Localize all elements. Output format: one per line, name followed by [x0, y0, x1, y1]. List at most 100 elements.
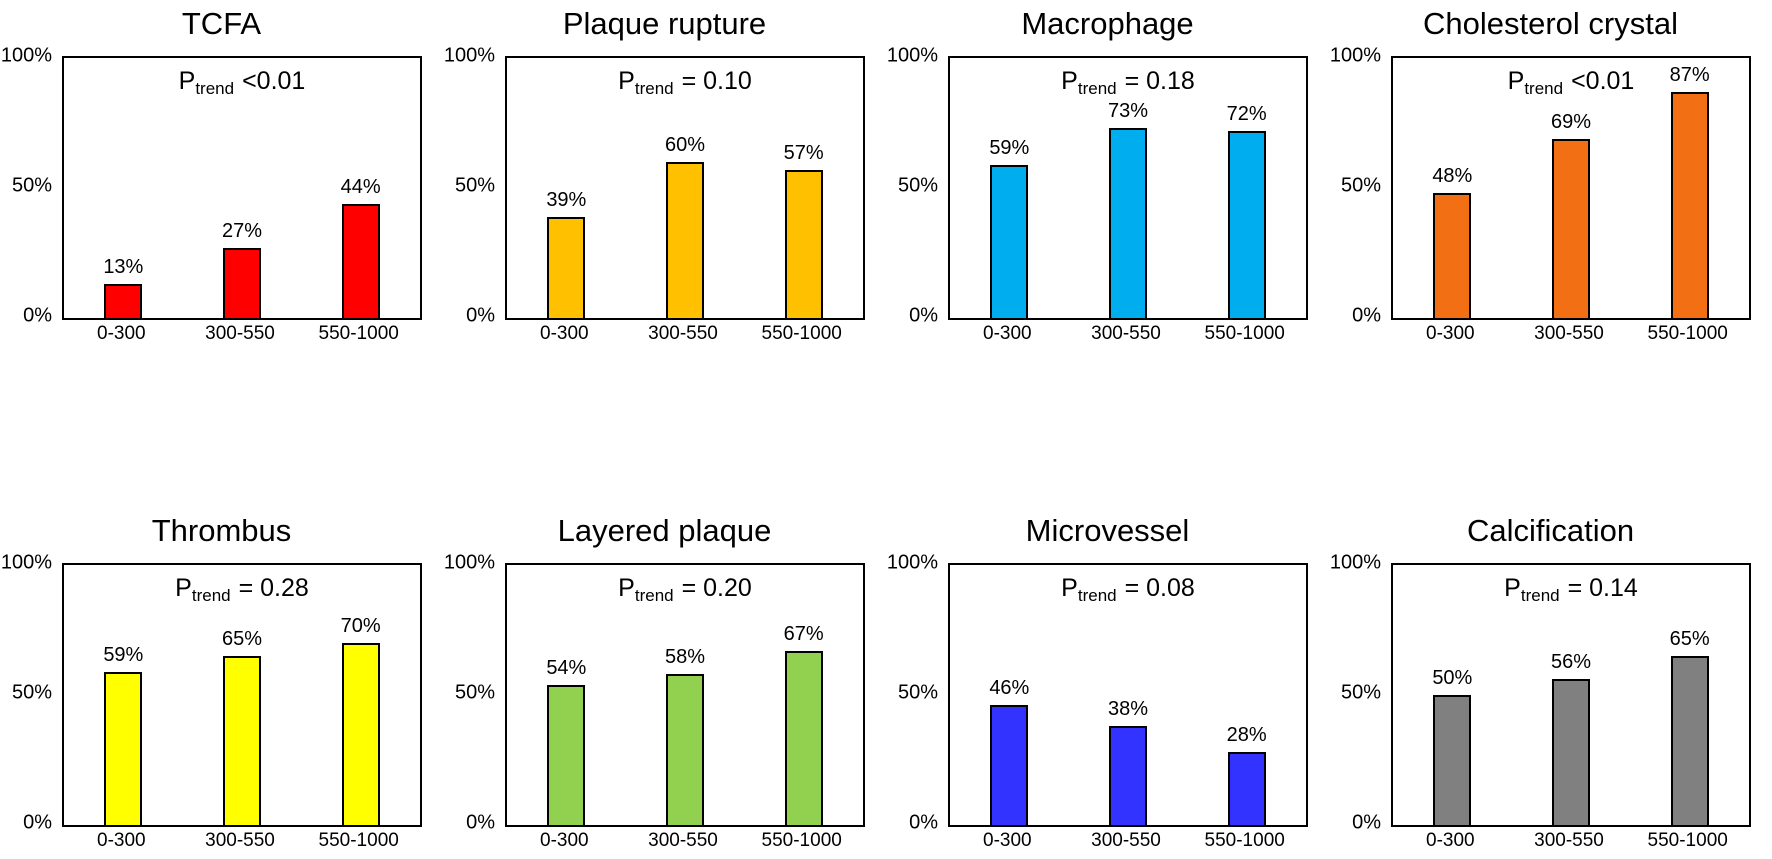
bar-slot: 73%: [1069, 58, 1188, 318]
p-subscript: trend: [1077, 586, 1117, 605]
y-axis-tick-100: 100%: [443, 551, 495, 574]
bar-value-label: 56%: [1550, 651, 1592, 674]
chart-title: Plaque rupture: [562, 6, 767, 41]
bar: [547, 684, 586, 825]
bar-slot: 56%: [1512, 565, 1631, 825]
x-axis-label: 300-550: [648, 830, 718, 851]
bar: [1552, 138, 1590, 318]
x-axis-label: 550-1000: [761, 323, 842, 344]
bar-slot: 13%: [64, 58, 183, 318]
figure: TCFA 100% 50% 0% Ptrend <0.01 13% 27%: [0, 6, 1772, 852]
x-axis-label: 300-550: [1534, 323, 1604, 344]
x-axis-label: 550-1000: [761, 830, 842, 851]
chart-title: TCFA: [181, 6, 262, 41]
y-axis-tick-0: 0%: [1352, 811, 1381, 834]
plot-area: 100% 50% 0% Ptrend = 0.14 50% 56% 65%: [1329, 552, 1772, 852]
y-axis-tick-50: 50%: [1340, 681, 1381, 704]
bar-slot: 27%: [183, 58, 302, 318]
p-trend-annotation: Ptrend <0.01: [1393, 67, 1749, 98]
bar: [1670, 91, 1709, 318]
p-subscript: trend: [1077, 79, 1117, 98]
bar-slot: 46%: [950, 565, 1069, 825]
y-axis-tick-50: 50%: [1340, 174, 1381, 197]
bar: [341, 643, 380, 825]
y-axis-tick-50: 50%: [454, 681, 495, 704]
plot-box: Ptrend <0.01 48% 69% 87%: [1391, 56, 1751, 320]
bar: [1433, 695, 1472, 825]
x-axis-label: 0-300: [983, 830, 1032, 851]
bar-value-label: 27%: [221, 219, 263, 242]
p-subscript: trend: [191, 586, 231, 605]
y-axis-tick-0: 0%: [909, 304, 938, 327]
x-axis-label: 0-300: [97, 830, 146, 851]
bar-slot: 57%: [744, 58, 863, 318]
p-value: = 0.14: [1567, 574, 1638, 602]
bar-value-label: 69%: [1550, 110, 1592, 133]
plot-box: Ptrend = 0.18 59% 73% 72%: [948, 56, 1308, 320]
plot-box: Ptrend = 0.10 39% 60% 57%: [505, 56, 865, 320]
x-axis-label: 300-550: [205, 830, 275, 851]
bar-slot: 48%: [1393, 58, 1512, 318]
chart-title: Thrombus: [151, 513, 292, 548]
bar: [666, 162, 704, 318]
x-axis: 0-300 300-550 550-1000: [62, 323, 418, 345]
plot-box: Ptrend <0.01 13% 27% 44%: [62, 56, 422, 320]
bar-slot: 59%: [950, 58, 1069, 318]
y-axis-tick-50: 50%: [454, 174, 495, 197]
p-value: = 0.28: [238, 574, 309, 602]
plot-area: 100% 50% 0% Ptrend <0.01 48% 69% 87%: [1329, 45, 1772, 345]
p-subscript: trend: [634, 79, 674, 98]
bar: [104, 671, 143, 825]
bar: [1433, 193, 1472, 318]
y-axis-tick-100: 100%: [1329, 551, 1381, 574]
bar: [1227, 130, 1266, 318]
chart-title: Microvessel: [1025, 513, 1190, 548]
plot-area: 100% 50% 0% Ptrend = 0.28 59% 65% 70%: [0, 552, 443, 852]
p-symbol: P: [178, 67, 196, 95]
chart-panel-plaque-rupture: Plaque rupture 100% 50% 0% Ptrend = 0.10 …: [443, 6, 886, 345]
bar-value-label: 59%: [989, 136, 1030, 159]
bar-value-label: 44%: [340, 175, 381, 198]
bar-slot: 44%: [301, 58, 420, 318]
p-subscript: trend: [1520, 586, 1560, 605]
x-axis: 0-300 300-550 550-1000: [505, 830, 861, 852]
bar-value-label: 65%: [1669, 628, 1710, 650]
bar-slot: 54%: [507, 565, 626, 825]
x-axis-label: 0-300: [540, 323, 589, 344]
p-trend-annotation: Ptrend = 0.10: [507, 67, 863, 98]
x-axis-label: 550-1000: [318, 323, 399, 344]
x-axis: 0-300 300-550 550-1000: [1391, 830, 1747, 852]
chart-panel-tcfa: TCFA 100% 50% 0% Ptrend <0.01 13% 27%: [0, 6, 443, 345]
p-subscript: trend: [634, 586, 674, 605]
x-axis-label: 0-300: [1426, 323, 1475, 344]
y-axis-tick-0: 0%: [1352, 304, 1381, 327]
p-symbol: P: [1507, 67, 1525, 95]
chart-title: Calcification: [1466, 513, 1635, 548]
plot-box: Ptrend = 0.14 50% 56% 65%: [1391, 563, 1751, 827]
chart-panel-layered-plaque: Layered plaque 100% 50% 0% Ptrend = 0.20 …: [443, 513, 886, 852]
x-axis-label: 300-550: [1091, 323, 1161, 344]
x-axis: 0-300 300-550 550-1000: [62, 830, 418, 852]
chart-row-top: TCFA 100% 50% 0% Ptrend <0.01 13% 27%: [0, 6, 1772, 345]
bar-slot: 60%: [626, 58, 745, 318]
x-axis: 0-300 300-550 550-1000: [948, 830, 1304, 852]
x-axis-label: 550-1000: [1647, 830, 1728, 851]
plot-area: 100% 50% 0% Ptrend <0.01 13% 27% 44%: [0, 45, 443, 345]
y-axis-tick-100: 100%: [443, 44, 495, 67]
bar-slot: 50%: [1393, 565, 1512, 825]
bar-value-label: 67%: [783, 622, 824, 645]
plot-box: Ptrend = 0.20 54% 58% 67%: [505, 563, 865, 827]
chart-row-bottom: Thrombus 100% 50% 0% Ptrend = 0.28 59% 65…: [0, 513, 1772, 852]
bar-value-label: 39%: [546, 188, 587, 211]
bar: [1552, 679, 1590, 825]
bar: [666, 674, 704, 825]
bar-slot: 72%: [1187, 58, 1306, 318]
bar: [990, 164, 1029, 318]
plot-area: 100% 50% 0% Ptrend = 0.20 54% 58% 67%: [443, 552, 886, 852]
y-axis-tick-50: 50%: [11, 681, 52, 704]
chart-title: Cholesterol crystal: [1423, 6, 1678, 41]
x-axis-label: 550-1000: [1204, 830, 1285, 851]
bar-slot: 59%: [64, 565, 183, 825]
x-axis: 0-300 300-550 550-1000: [948, 323, 1304, 345]
y-axis-tick-0: 0%: [909, 811, 938, 834]
